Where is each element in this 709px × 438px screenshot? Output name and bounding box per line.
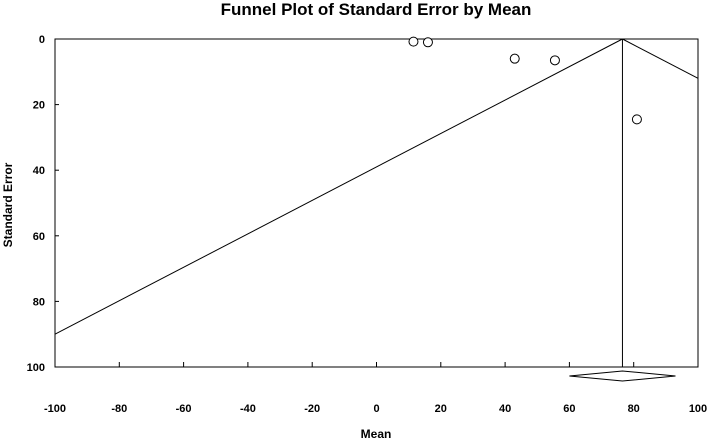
- summary-diamond: [569, 370, 676, 382]
- y-tick-label: 80: [33, 296, 45, 308]
- x-axis-label: Mean: [361, 427, 392, 438]
- study-point: [422, 37, 433, 48]
- x-tick-label: -60: [176, 403, 192, 415]
- study-point: [549, 55, 560, 66]
- plot-area: -100 -80 -60 -40 -20 0 20 40 60 80 100 0 20 40 60 80 100: [27, 34, 708, 415]
- x-tick-label: 20: [435, 403, 447, 415]
- chart-title: Funnel Plot of Standard Error by Mean: [221, 0, 532, 19]
- funnel-left-line: [54, 38, 623, 335]
- x-tick-label: -20: [304, 403, 320, 415]
- x-tick-label: 60: [563, 403, 575, 415]
- x-tick-label: -40: [240, 403, 256, 415]
- y-tick-label: 40: [33, 165, 45, 177]
- plot-frame: [54, 38, 699, 368]
- x-tick-label: 40: [499, 403, 511, 415]
- x-tick-label: 0: [373, 403, 379, 415]
- study-point: [408, 36, 419, 47]
- x-tick-label: 100: [689, 403, 707, 415]
- y-axis-label: Standard Error: [1, 162, 15, 247]
- funnel-right-line: [622, 38, 699, 79]
- x-tick-label: -80: [111, 403, 127, 415]
- y-tick-label: 60: [33, 231, 45, 243]
- x-tick-label: 80: [628, 403, 640, 415]
- x-tick-label: -100: [44, 403, 66, 415]
- y-tick-label: 0: [39, 34, 45, 46]
- y-tick-label: 20: [33, 100, 45, 112]
- study-point: [631, 114, 642, 125]
- y-tick-label: 100: [27, 362, 45, 374]
- study-point: [509, 53, 520, 64]
